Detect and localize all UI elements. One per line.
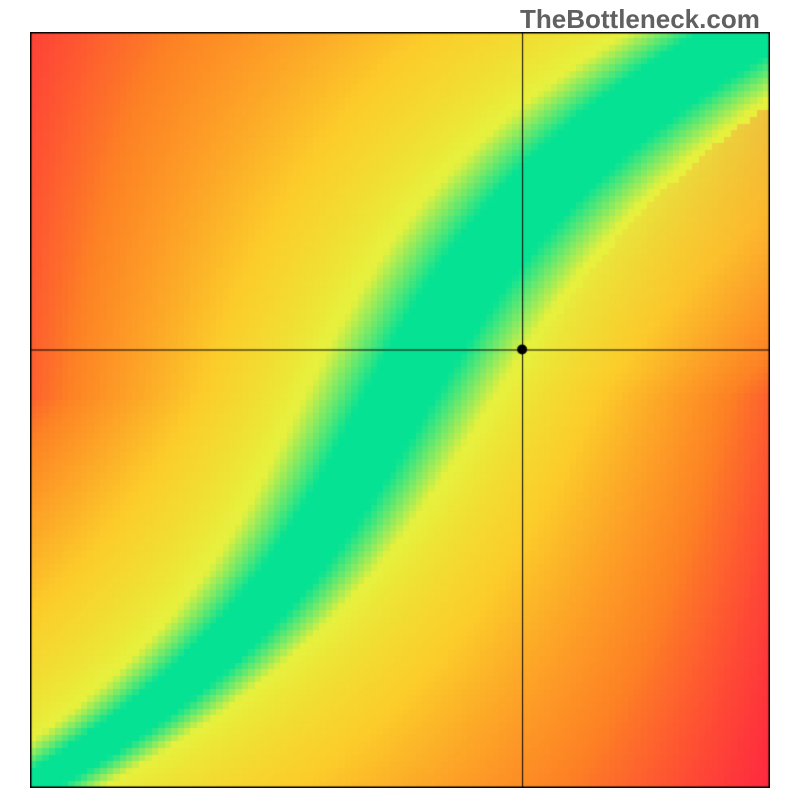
watermark-text: TheBottleneck.com bbox=[520, 4, 760, 35]
chart-root: TheBottleneck.com bbox=[0, 0, 800, 800]
bottleneck-heatmap bbox=[30, 32, 770, 788]
